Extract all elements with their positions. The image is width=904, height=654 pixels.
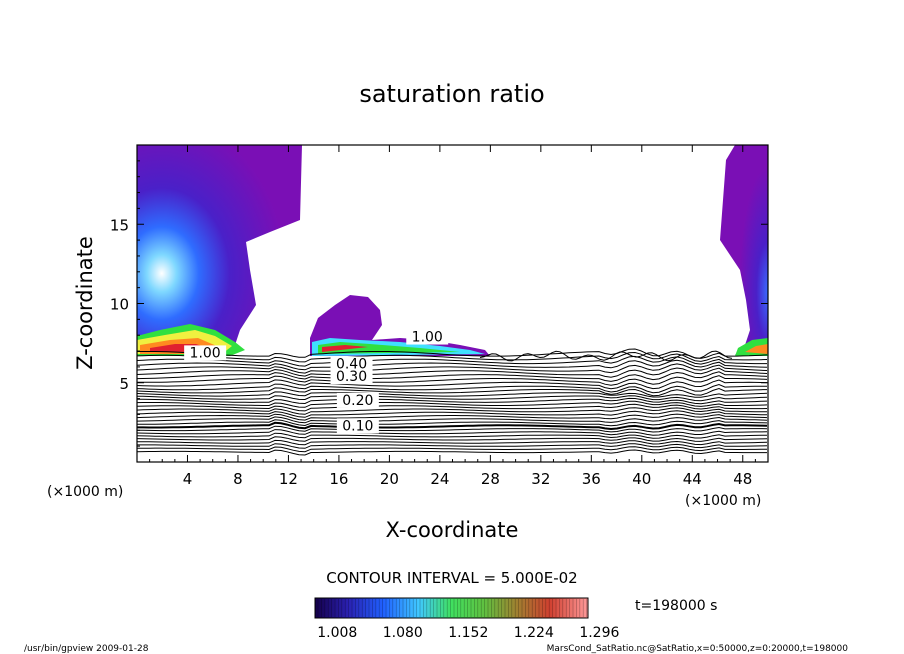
contour-line bbox=[137, 439, 768, 446]
x-unit-right: (×1000 m) bbox=[685, 493, 761, 509]
x-tick-label: 12 bbox=[279, 470, 298, 488]
contour-line bbox=[137, 410, 768, 418]
time-label: t=198000 s bbox=[635, 598, 717, 614]
y-axis-label: Z-coordinate bbox=[73, 236, 97, 370]
colorbar-label: 1.152 bbox=[448, 625, 488, 641]
contour-line bbox=[137, 397, 768, 405]
x-axis-label: X-coordinate bbox=[386, 518, 519, 542]
contour-line bbox=[137, 432, 768, 439]
contour-label-bg bbox=[336, 392, 379, 408]
colorbar bbox=[314, 597, 589, 619]
contour-line bbox=[137, 425, 768, 433]
contour-line bbox=[137, 400, 768, 408]
contour-line bbox=[137, 391, 768, 398]
contour-line bbox=[137, 407, 767, 415]
contour-line-irregular bbox=[479, 350, 733, 362]
contour-line bbox=[137, 387, 768, 397]
x-tick-label: 32 bbox=[531, 470, 550, 488]
contour-line bbox=[137, 351, 768, 363]
contour-label-bg bbox=[406, 329, 449, 345]
right-supersaturated-region bbox=[720, 145, 768, 355]
x-tick-label: 44 bbox=[683, 470, 702, 488]
footer-right: MarsCond_SatRatio.nc@SatRatio,x=0:50000,… bbox=[547, 644, 849, 654]
contour-line bbox=[137, 375, 768, 386]
contour-line bbox=[137, 348, 768, 359]
y-tick-label: 10 bbox=[110, 296, 129, 314]
contour-label-bg bbox=[336, 418, 379, 434]
contour-line bbox=[137, 395, 768, 402]
contour-label: 0.20 bbox=[342, 393, 373, 409]
contour-label: 0.40 bbox=[336, 356, 367, 372]
plot-area bbox=[137, 145, 768, 456]
contour-line bbox=[137, 449, 767, 456]
contour-line bbox=[137, 419, 768, 427]
contour-line bbox=[137, 403, 768, 412]
contour-line bbox=[137, 371, 768, 382]
contour-label-bg bbox=[330, 369, 373, 385]
colorbar-label: 1.080 bbox=[383, 625, 423, 641]
colorbar-labels: 1.008 1.080 1.152 1.224 1.296 bbox=[317, 625, 619, 641]
chart-title: saturation ratio bbox=[359, 80, 544, 108]
y-axis: 5 10 15 bbox=[110, 160, 768, 447]
colorbar-label: 1.008 bbox=[317, 625, 357, 641]
contour-interval: CONTOUR INTERVAL = 5.000E-02 bbox=[326, 569, 577, 587]
x-tick-label: 8 bbox=[233, 470, 243, 488]
x-tick-label: 4 bbox=[183, 470, 193, 488]
x-tick-label: 20 bbox=[380, 470, 399, 488]
contour-label: 0.30 bbox=[336, 369, 367, 385]
x-tick-label: 48 bbox=[733, 470, 752, 488]
contour-line bbox=[137, 421, 768, 431]
colorbar-stripes bbox=[317, 599, 587, 617]
contour-lines bbox=[137, 348, 768, 456]
contour-line bbox=[137, 383, 767, 394]
contour-line bbox=[137, 413, 768, 421]
contour-line bbox=[137, 355, 767, 367]
y-tick-label: 15 bbox=[110, 216, 129, 234]
contour-label-bg bbox=[184, 345, 227, 361]
x-unit-left: (×1000 m) bbox=[47, 484, 123, 500]
x-tick-label: 40 bbox=[632, 470, 651, 488]
contour-line bbox=[137, 436, 768, 442]
contour-label-bg bbox=[330, 356, 373, 372]
x-tick-label: 28 bbox=[481, 470, 500, 488]
contour-line bbox=[137, 359, 768, 371]
contour-line bbox=[137, 446, 767, 453]
contour-label: 1.00 bbox=[412, 330, 443, 346]
contour-line bbox=[137, 379, 768, 390]
contour-labels: 1.00 1.00 0.400.30 0.20 0.10 bbox=[184, 329, 449, 434]
x-tick-label: 16 bbox=[329, 470, 348, 488]
contour-line bbox=[137, 367, 768, 378]
colorbar-label: 1.296 bbox=[579, 625, 619, 641]
x-tick-label: 24 bbox=[430, 470, 449, 488]
contour-line bbox=[137, 443, 768, 449]
colorbar-label: 1.224 bbox=[514, 625, 554, 641]
contour-line bbox=[137, 429, 768, 436]
footer-left: /usr/bin/gpview 2009-01-28 bbox=[24, 644, 149, 654]
y-tick-label: 5 bbox=[119, 375, 129, 393]
contour-line bbox=[137, 363, 768, 374]
contour-line bbox=[137, 416, 768, 424]
x-tick-label: 36 bbox=[582, 470, 601, 488]
x-axis: 4 8 12 16 20 24 28 32 36 40 44 48 bbox=[149, 145, 756, 488]
contour-label: 1.00 bbox=[190, 345, 221, 361]
left-supersaturated-region bbox=[137, 145, 302, 352]
contour-label: 0.10 bbox=[342, 418, 373, 434]
